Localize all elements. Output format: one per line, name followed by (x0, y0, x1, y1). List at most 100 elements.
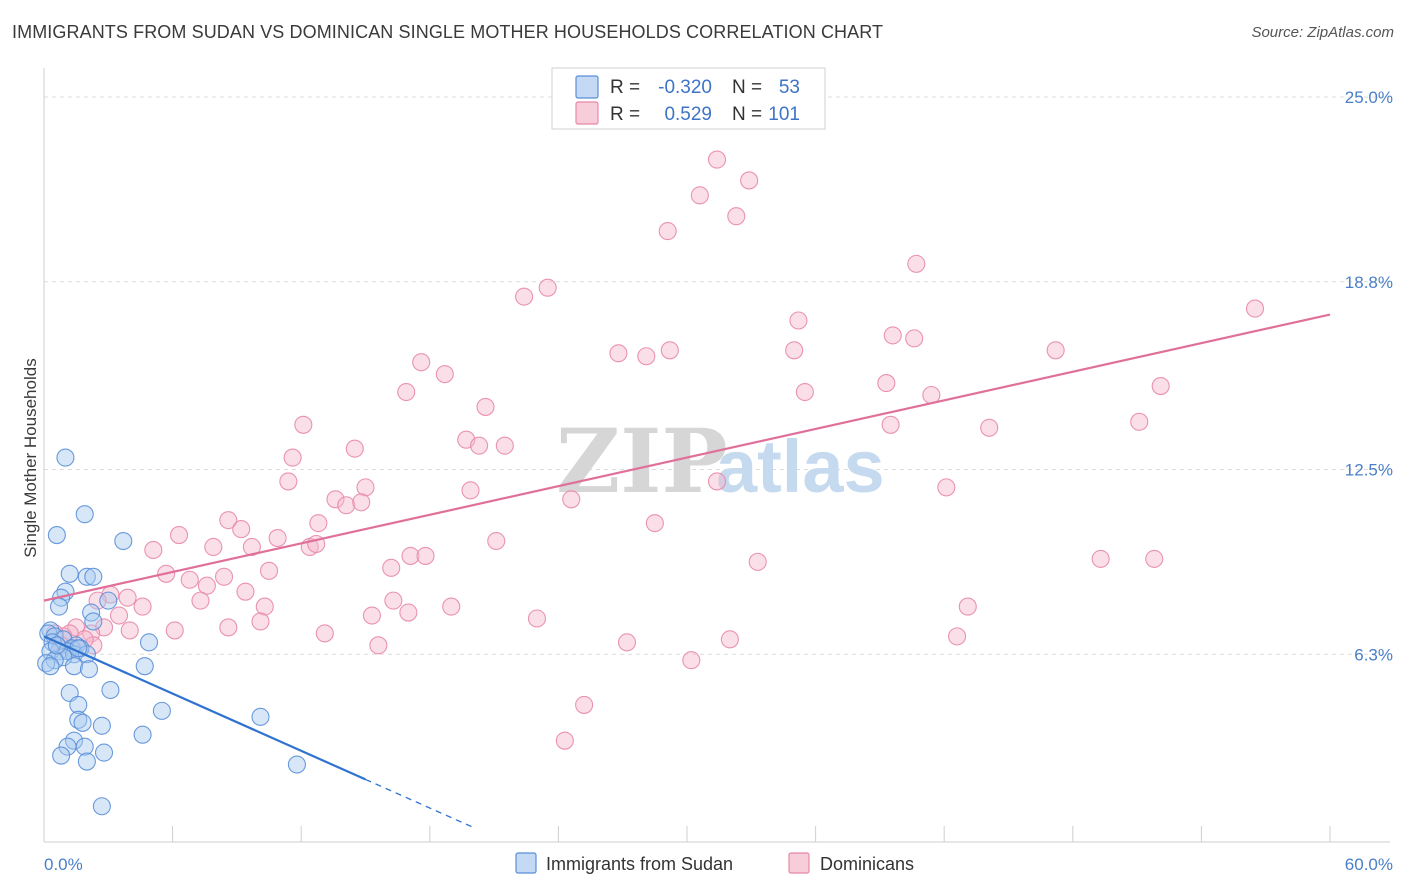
sudan-point-50 (92, 797, 111, 816)
legend-r-label-dominicans: R = (610, 104, 640, 125)
dominicans-point-46 (232, 520, 251, 539)
dominicans-point-84 (165, 621, 184, 640)
dominicans-point-50 (204, 537, 223, 557)
dominicans-point-64 (180, 570, 199, 589)
dominicans-point-26 (881, 415, 900, 434)
dominicans-point-2 (690, 186, 709, 205)
dominicans-point-43 (219, 511, 238, 530)
dominicans-point-82 (120, 621, 139, 640)
dominicans-point-87 (315, 624, 334, 643)
dominicans-point-7 (515, 287, 534, 306)
dominicans-point-1 (740, 171, 759, 190)
sudan-point-3 (114, 531, 133, 551)
dominicans-point-39 (326, 490, 345, 509)
dominicans-point-70 (191, 591, 210, 610)
dominicans-point-58 (1145, 549, 1164, 568)
dominicans-point-61 (259, 561, 279, 580)
dominicans-point-95 (575, 695, 594, 714)
dominicans-point-68 (118, 588, 137, 607)
dominicans-point-66 (236, 582, 255, 601)
sudan-point-39 (73, 713, 92, 732)
dominicans-point-34 (707, 472, 727, 491)
sudan-point-5 (77, 567, 96, 586)
legend-n-value-sudan: 53 (779, 77, 800, 98)
legend-n-value-dominicans: 101 (768, 104, 800, 125)
dominicans-point-30 (470, 436, 489, 455)
dominicans-point-60 (382, 558, 401, 577)
dominicans-point-53 (144, 540, 163, 560)
dominicans-trend-line (43, 313, 1331, 602)
dominicans-points (45, 150, 1265, 750)
series-legend-swatch-dominicans (788, 852, 810, 874)
sudan-point-6 (84, 567, 103, 586)
dominicans-point-10 (883, 326, 902, 345)
legend-r-value-sudan: -0.320 (658, 77, 712, 98)
sudan-point-20 (139, 633, 159, 652)
dominicans-point-44 (309, 514, 328, 533)
legend-r-value-dominicans: 0.529 (664, 104, 712, 125)
dominicans-point-12 (785, 341, 804, 360)
correlation-legend: R = -0.320 N = 53 R = 0.529 N = 101 (551, 67, 826, 130)
dominicans-point-4 (658, 222, 677, 241)
sudan-point-40 (251, 707, 270, 726)
series-legend: Immigrants from Sudan Dominicans (515, 852, 914, 874)
legend-r-label-sudan: R = (610, 77, 640, 98)
trend-lines (43, 313, 1331, 828)
sudan-point-11 (82, 603, 101, 622)
y-tick-label-1: 12.5% (1345, 461, 1393, 480)
dominicans-point-6 (538, 278, 557, 297)
dominicans-point-31 (495, 436, 514, 455)
dominicans-point-33 (283, 448, 302, 467)
dominicans-point-90 (720, 630, 739, 649)
series-legend-swatch-sudan (515, 852, 537, 874)
dominicans-point-78 (527, 609, 547, 628)
x-tick-labels: 0.0% 60.0% (44, 855, 1393, 874)
dominicans-point-8 (1245, 299, 1265, 318)
y-tick-label-0: 6.3% (1354, 645, 1393, 664)
dominicans-point-9 (789, 311, 808, 330)
dominicans-point-14 (609, 344, 628, 363)
dominicans-point-40 (337, 496, 356, 515)
dominicans-point-3 (727, 207, 746, 226)
x-tick-label-min: 0.0% (44, 855, 83, 874)
sudan-point-32 (79, 660, 99, 679)
y-tick-label-3: 25.0% (1345, 88, 1393, 107)
dominicans-point-28 (980, 418, 999, 437)
sudan-trend-line (43, 635, 366, 781)
axes (43, 68, 1390, 843)
series-legend-label-sudan: Immigrants from Sudan (546, 854, 733, 874)
dominicans-point-36 (356, 478, 375, 497)
dominicans-point-49 (487, 531, 506, 551)
dominicans-point-16 (1046, 341, 1065, 360)
dominicans-point-27 (1130, 412, 1149, 431)
dominicans-point-42 (562, 490, 581, 509)
sudan-point-48 (77, 752, 96, 771)
dominicans-point-55 (401, 546, 420, 565)
sudan-point-30 (41, 657, 60, 676)
sudan-point-31 (64, 657, 84, 676)
dominicans-point-15 (637, 347, 656, 366)
sudan-point-33 (135, 657, 154, 676)
sudan-point-36 (69, 695, 88, 714)
dominicans-point-59 (748, 552, 767, 571)
legend-swatch-sudan (575, 75, 599, 99)
legend-swatch-dominicans (575, 101, 599, 125)
dominicans-point-20 (795, 382, 814, 402)
watermark: ZIP atlas (556, 409, 885, 513)
dominicans-point-0 (707, 150, 727, 169)
dominicans-point-63 (214, 567, 234, 586)
dominicans-point-77 (362, 606, 381, 625)
dominicans-point-74 (442, 597, 461, 616)
dominicans-point-45 (645, 514, 664, 533)
sudan-point-42 (92, 716, 111, 735)
dominicans-point-11 (905, 329, 924, 348)
dominicans-point-47 (169, 526, 189, 545)
sudan-point-49 (287, 755, 306, 774)
dominicans-point-57 (1091, 549, 1110, 568)
dominicans-point-94 (682, 651, 701, 670)
sudan-point-9 (99, 591, 118, 610)
sudan-point-37 (152, 701, 171, 720)
dominicans-point-5 (907, 254, 926, 273)
dominicans-point-75 (958, 597, 977, 616)
dominicans-point-65 (197, 576, 216, 595)
